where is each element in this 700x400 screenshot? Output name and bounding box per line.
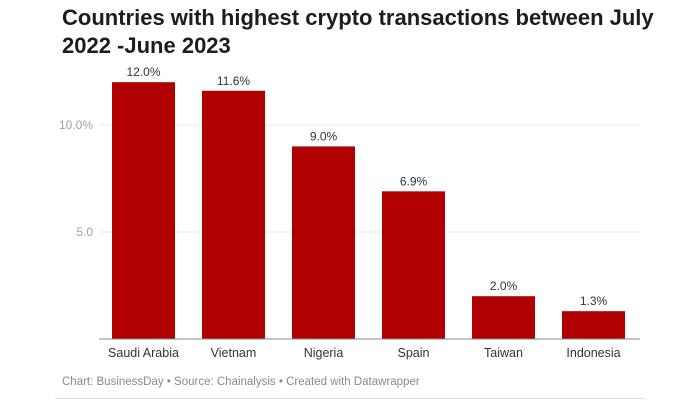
bar	[292, 146, 355, 339]
data-label: 6.9%	[400, 174, 428, 188]
bar	[472, 296, 535, 339]
y-tick-label: 5.0	[76, 225, 93, 239]
data-label: 2.0%	[490, 279, 518, 293]
data-label: 11.6%	[217, 74, 250, 88]
chart-footer: Chart: BusinessDay • Source: Chainalysis…	[62, 376, 420, 388]
bar	[112, 82, 175, 339]
x-tick-label: Nigeria	[304, 346, 344, 360]
footer-divider	[55, 398, 645, 399]
x-tick-label: Vietnam	[211, 346, 257, 360]
x-tick-label: Saudi Arabia	[108, 346, 179, 360]
x-tick-label: Taiwan	[484, 346, 523, 360]
data-label: 12.0%	[126, 65, 160, 79]
data-label: 9.0%	[310, 129, 338, 143]
chart-title: Countries with highest crypto transactio…	[62, 5, 654, 58]
x-tick-label: Indonesia	[566, 346, 620, 360]
bar	[202, 90, 265, 339]
bar	[382, 191, 445, 339]
y-tick-label: 10.0%	[59, 118, 93, 132]
data-label: 1.3%	[580, 294, 608, 308]
x-tick-label: Spain	[398, 346, 430, 360]
bar	[562, 311, 625, 339]
